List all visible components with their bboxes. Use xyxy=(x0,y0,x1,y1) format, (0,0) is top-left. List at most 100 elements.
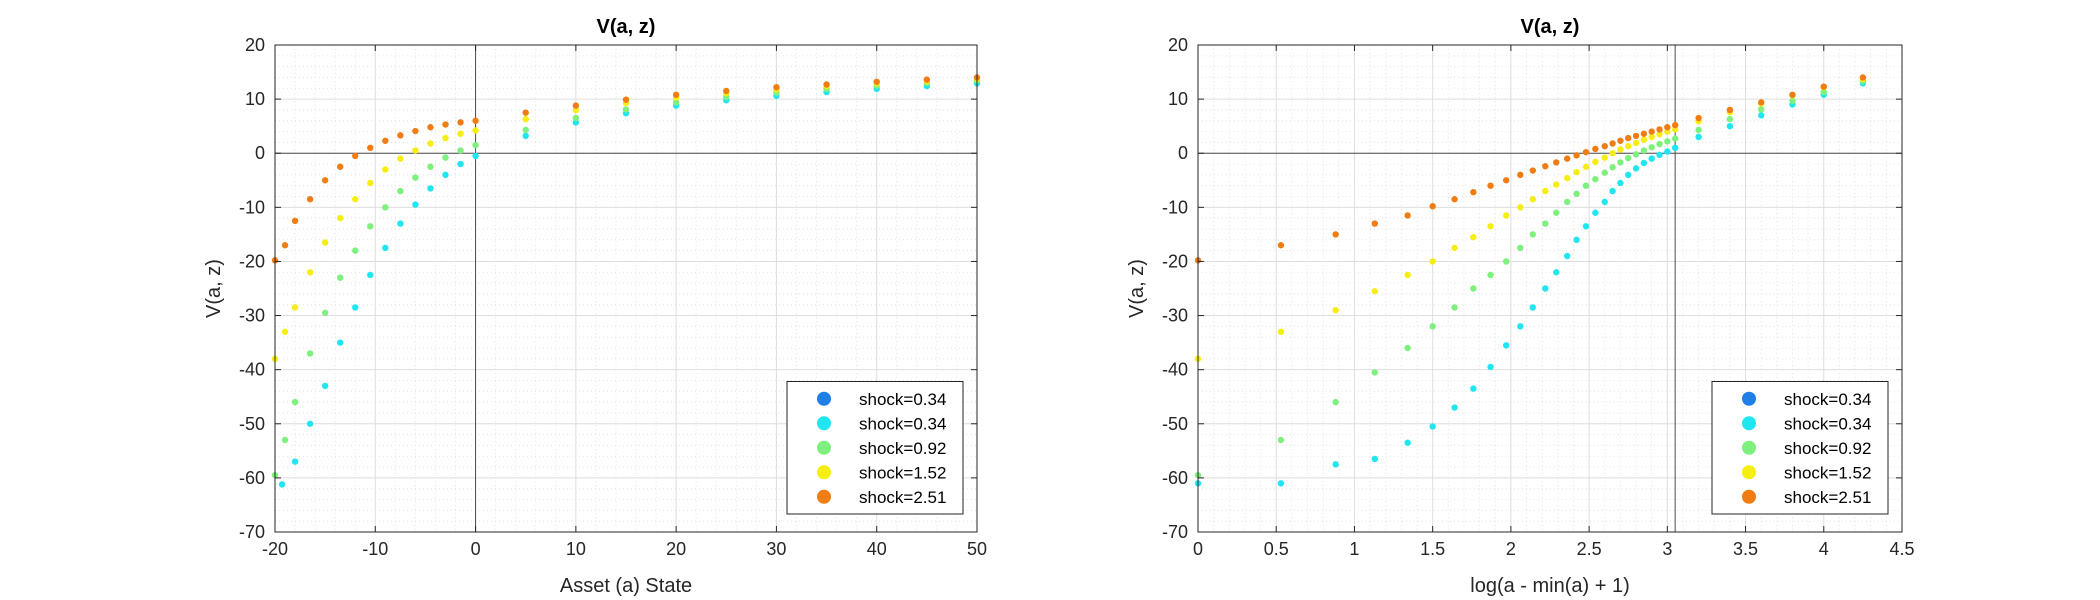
data-point xyxy=(1573,191,1579,197)
data-point xyxy=(1517,204,1523,210)
data-point xyxy=(1609,140,1615,146)
legend: shock=0.34shock=0.34shock=0.92shock=1.52… xyxy=(787,382,963,515)
data-point xyxy=(1470,285,1476,291)
legend-marker xyxy=(817,490,831,504)
legend-marker xyxy=(817,416,831,430)
data-point xyxy=(457,147,463,153)
data-point xyxy=(1625,172,1631,178)
data-point xyxy=(412,174,418,180)
data-point xyxy=(397,188,403,194)
x-tick-label: 0 xyxy=(471,539,481,559)
data-point xyxy=(322,239,328,245)
data-point xyxy=(1451,245,1457,251)
data-point xyxy=(1592,176,1598,182)
data-point xyxy=(1758,106,1764,112)
data-point xyxy=(1727,123,1733,129)
x-axis-label: Asset (a) State xyxy=(560,575,692,597)
data-point xyxy=(1672,122,1678,128)
data-point xyxy=(1625,135,1631,141)
data-point xyxy=(1404,212,1410,218)
data-point xyxy=(322,383,328,389)
data-point xyxy=(1503,177,1509,183)
data-point xyxy=(1583,164,1589,170)
y-tick-label: 10 xyxy=(245,89,265,109)
data-point xyxy=(1487,364,1493,370)
y-tick-label: 20 xyxy=(245,35,265,55)
data-point xyxy=(1429,203,1435,209)
data-point xyxy=(307,421,313,427)
data-point xyxy=(1332,461,1338,467)
data-point xyxy=(1672,135,1678,141)
data-point xyxy=(1530,231,1536,237)
data-point xyxy=(1542,285,1548,291)
data-point xyxy=(1470,385,1476,391)
data-point xyxy=(1758,112,1764,118)
data-point xyxy=(1860,74,1866,80)
legend-entry-label: shock=0.92 xyxy=(1784,439,1871,458)
data-point xyxy=(1503,258,1509,264)
data-point xyxy=(1617,138,1623,144)
y-tick-label: 10 xyxy=(1168,89,1188,109)
data-point xyxy=(1372,456,1378,462)
data-point xyxy=(457,161,463,167)
legend-entry-label: shock=2.51 xyxy=(1784,488,1871,507)
chart-title: V(a, z) xyxy=(597,16,656,38)
data-point xyxy=(1727,116,1733,122)
data-point xyxy=(367,223,373,229)
data-point xyxy=(1564,253,1570,259)
data-point xyxy=(352,196,358,202)
data-point xyxy=(472,127,478,133)
legend-marker xyxy=(817,441,831,455)
y-tick-label: 20 xyxy=(1168,35,1188,55)
x-axis-label: log(a - min(a) + 1) xyxy=(1470,575,1630,597)
x-tick-label: 4.5 xyxy=(1889,539,1914,559)
data-point xyxy=(1517,323,1523,329)
data-point xyxy=(1602,143,1608,149)
data-point xyxy=(1278,437,1284,443)
y-tick-label: -60 xyxy=(1162,468,1188,488)
data-point xyxy=(773,84,779,90)
data-point xyxy=(1542,188,1548,194)
x-tick-label: 0 xyxy=(1193,539,1203,559)
data-point xyxy=(352,304,358,310)
legend-marker xyxy=(817,465,831,479)
data-point xyxy=(1470,234,1476,240)
data-point xyxy=(292,304,298,310)
data-point xyxy=(723,88,729,94)
data-point xyxy=(1278,329,1284,335)
y-axis-label: V(a, z) xyxy=(203,259,225,318)
x-tick-label: 2.5 xyxy=(1577,539,1602,559)
data-point xyxy=(337,164,343,170)
legend-marker xyxy=(817,392,831,406)
y-tick-label: -30 xyxy=(1162,306,1188,326)
data-point xyxy=(1470,189,1476,195)
data-point xyxy=(1573,237,1579,243)
data-point xyxy=(1617,159,1623,165)
data-point xyxy=(282,437,288,443)
data-point xyxy=(1487,223,1493,229)
data-point xyxy=(1641,160,1647,166)
data-point xyxy=(1583,149,1589,155)
legend-entry-label: shock=2.51 xyxy=(859,488,946,507)
data-point xyxy=(1429,423,1435,429)
data-point xyxy=(282,242,288,248)
data-point xyxy=(472,142,478,148)
data-point xyxy=(1648,128,1654,134)
data-point xyxy=(1617,146,1623,152)
data-point xyxy=(1404,272,1410,278)
data-point xyxy=(1332,307,1338,313)
data-point xyxy=(1656,141,1662,147)
data-point xyxy=(1602,170,1608,176)
legend-entry-label: shock=0.92 xyxy=(859,439,946,458)
data-point xyxy=(1553,159,1559,165)
y-tick-label: -20 xyxy=(239,251,265,271)
x-tick-label: 4 xyxy=(1819,539,1829,559)
data-point xyxy=(1573,169,1579,175)
legend-entry-label: shock=0.34 xyxy=(1784,390,1871,409)
data-point xyxy=(1404,345,1410,351)
data-point xyxy=(412,128,418,134)
data-point xyxy=(1372,288,1378,294)
data-point xyxy=(1503,342,1509,348)
y-tick-label: -50 xyxy=(1162,414,1188,434)
